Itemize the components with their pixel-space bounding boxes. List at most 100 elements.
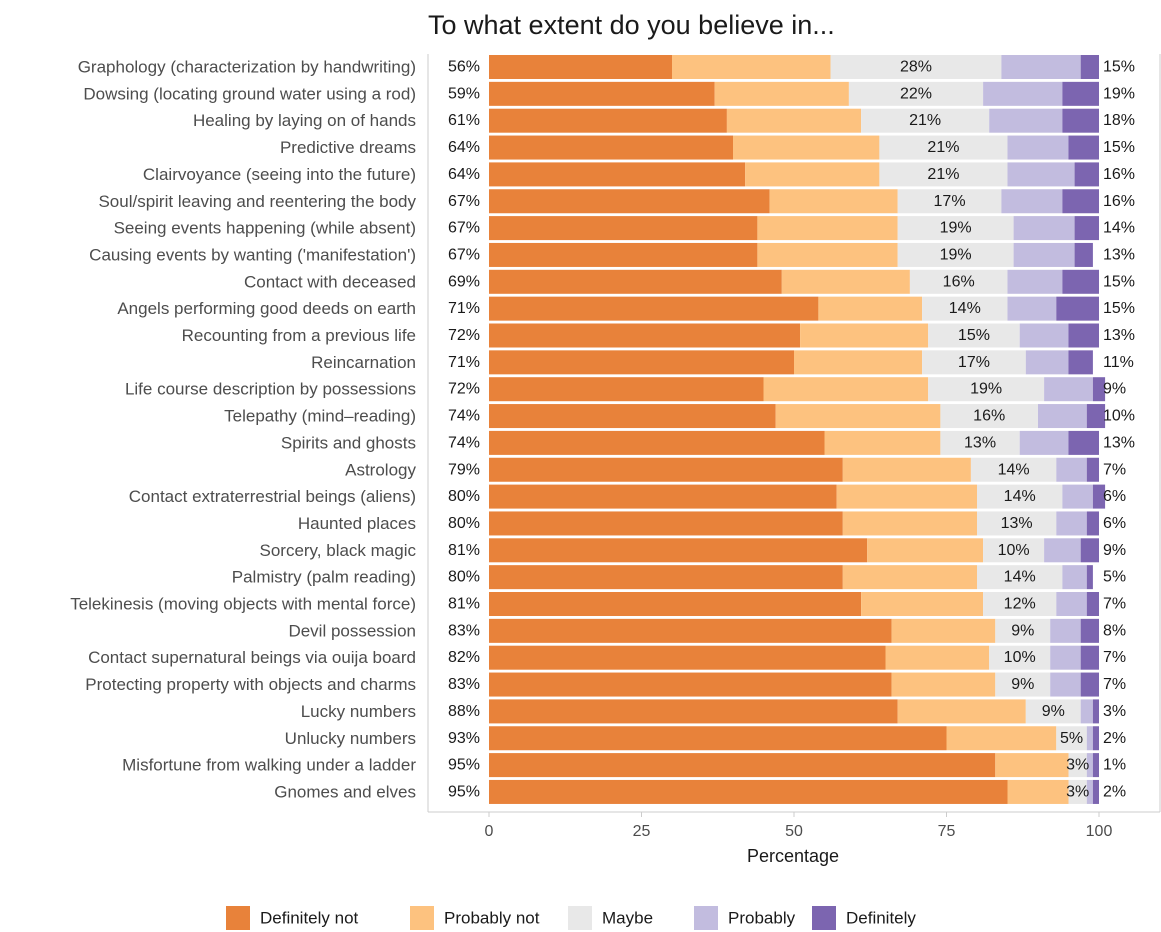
- bar-rows: Graphology (characterization by handwrit…: [70, 55, 1135, 804]
- legend-item: Definitely: [812, 906, 916, 930]
- bar-row: Clairvoyance (seeing into the future) 64%…: [143, 162, 1135, 186]
- bar-row: Misfortune from walking under a ladder 95…: [122, 753, 1126, 777]
- bar-segment-definitely-not: [489, 511, 843, 535]
- mid-pct-label: 14%: [1004, 488, 1036, 505]
- bar-segment-definitely-not: [489, 297, 818, 321]
- category-label: Devil possession: [288, 621, 416, 640]
- bar-row: Reincarnation 71% 17% 11%: [311, 350, 1134, 374]
- left-pct-label: 72%: [448, 327, 480, 344]
- bar-segment-definitely-not: [489, 485, 837, 509]
- bar-segment-probably-not: [776, 404, 941, 428]
- legend-swatch: [410, 906, 434, 930]
- bar-row: Astrology 79% 14% 7%: [345, 458, 1126, 482]
- category-label: Contact with deceased: [244, 272, 416, 291]
- bar-segment-probably-not: [757, 216, 897, 240]
- bar-segment-definitely-not: [489, 350, 794, 374]
- category-label: Haunted places: [298, 514, 416, 533]
- bar-segment-definitely-not: [489, 538, 867, 562]
- legend-label: Probably not: [444, 909, 540, 928]
- bar-segment-probably: [1044, 538, 1081, 562]
- bar-segment-probably-not: [892, 673, 996, 697]
- bar-segment-probably-not: [843, 511, 977, 535]
- category-label: Unlucky numbers: [285, 729, 416, 748]
- category-label: Gnomes and elves: [274, 782, 416, 801]
- bar-segment-probably: [1008, 136, 1069, 160]
- mid-pct-label: 22%: [900, 85, 932, 102]
- left-pct-label: 72%: [448, 381, 480, 398]
- mid-pct-label: 17%: [958, 354, 990, 371]
- x-axis-ticks: 0 25 50 75 100: [485, 812, 1113, 840]
- category-label: Predictive dreams: [280, 138, 416, 157]
- legend-item: Probably: [694, 906, 796, 930]
- left-pct-label: 88%: [448, 703, 480, 720]
- legend: Definitely not Probably not Maybe Probably D…: [226, 906, 916, 930]
- bar-segment-probably: [1008, 270, 1063, 294]
- bar-segment-probably-not: [727, 109, 861, 133]
- bar-segment-probably-not: [837, 485, 977, 509]
- bar-row: Healing by laying on of hands 61% 21% 18%: [193, 109, 1135, 133]
- mid-pct-label: 14%: [998, 461, 1030, 478]
- right-pct-label: 6%: [1103, 488, 1126, 505]
- bar-segment-definitely: [1075, 216, 1099, 240]
- left-pct-label: 74%: [448, 408, 480, 425]
- left-pct-label: 83%: [448, 622, 480, 639]
- bar-segment-probably: [1087, 726, 1093, 750]
- bar-segment-definitely-not: [489, 753, 995, 777]
- mid-pct-label: 9%: [1011, 676, 1034, 693]
- bar-segment-definitely-not: [489, 109, 727, 133]
- bar-segment-probably: [1008, 297, 1057, 321]
- right-pct-label: 15%: [1103, 273, 1135, 290]
- bar-segment-definitely: [1069, 136, 1100, 160]
- left-pct-label: 71%: [448, 300, 480, 317]
- bar-segment-definitely: [1093, 699, 1099, 723]
- mid-pct-label: 19%: [940, 220, 972, 237]
- bar-segment-definitely: [1081, 673, 1099, 697]
- bar-segment-probably-not: [764, 377, 929, 401]
- bar-segment-probably-not: [995, 753, 1068, 777]
- category-label: Astrology: [345, 460, 416, 479]
- bar-segment-probably-not: [1008, 780, 1069, 804]
- bar-row: Palmistry (palm reading) 80% 14% 5%: [232, 565, 1126, 589]
- right-pct-label: 9%: [1103, 542, 1126, 559]
- category-label: Causing events by wanting ('manifestatio…: [89, 245, 416, 264]
- bar-segment-probably-not: [843, 565, 977, 589]
- bar-segment-definitely: [1081, 55, 1099, 79]
- category-label: Palmistry (palm reading): [232, 568, 416, 587]
- right-pct-label: 15%: [1103, 300, 1135, 317]
- bar-segment-definitely: [1093, 780, 1099, 804]
- mid-pct-label: 3%: [1066, 757, 1089, 774]
- left-pct-label: 93%: [448, 730, 480, 747]
- left-pct-label: 71%: [448, 354, 480, 371]
- bar-row: Haunted places 80% 13% 6%: [298, 511, 1126, 535]
- right-pct-label: 5%: [1103, 569, 1126, 586]
- bar-row: Angels performing good deeds on earth 71%…: [117, 297, 1135, 321]
- bar-segment-probably: [1001, 55, 1080, 79]
- bar-segment-probably-not: [794, 350, 922, 374]
- bar-segment-definitely: [1093, 726, 1099, 750]
- category-label: Reincarnation: [311, 353, 416, 372]
- left-pct-label: 81%: [448, 542, 480, 559]
- bar-row: Telekinesis (moving objects with mental …: [70, 592, 1126, 616]
- bar-segment-definitely-not: [489, 162, 745, 186]
- right-pct-label: 6%: [1103, 515, 1126, 532]
- mid-pct-label: 21%: [927, 139, 959, 156]
- mid-pct-label: 10%: [998, 542, 1030, 559]
- x-tick-label: 0: [485, 823, 494, 840]
- left-pct-label: 83%: [448, 676, 480, 693]
- legend-label: Maybe: [602, 909, 653, 928]
- left-pct-label: 67%: [448, 220, 480, 237]
- legend-item: Maybe: [568, 906, 653, 930]
- bar-segment-probably: [1044, 377, 1093, 401]
- bar-segment-probably-not: [733, 136, 879, 160]
- mid-pct-label: 3%: [1066, 783, 1089, 800]
- right-pct-label: 7%: [1103, 596, 1126, 613]
- category-label: Seeing events happening (while absent): [114, 219, 416, 238]
- left-pct-label: 67%: [448, 246, 480, 263]
- left-pct-label: 95%: [448, 783, 480, 800]
- left-pct-label: 80%: [448, 569, 480, 586]
- bar-segment-definitely-not: [489, 189, 770, 213]
- category-label: Sorcery, black magic: [259, 541, 416, 560]
- right-pct-label: 15%: [1103, 59, 1135, 76]
- bar-segment-probably-not: [745, 162, 879, 186]
- bar-segment-definitely: [1062, 270, 1099, 294]
